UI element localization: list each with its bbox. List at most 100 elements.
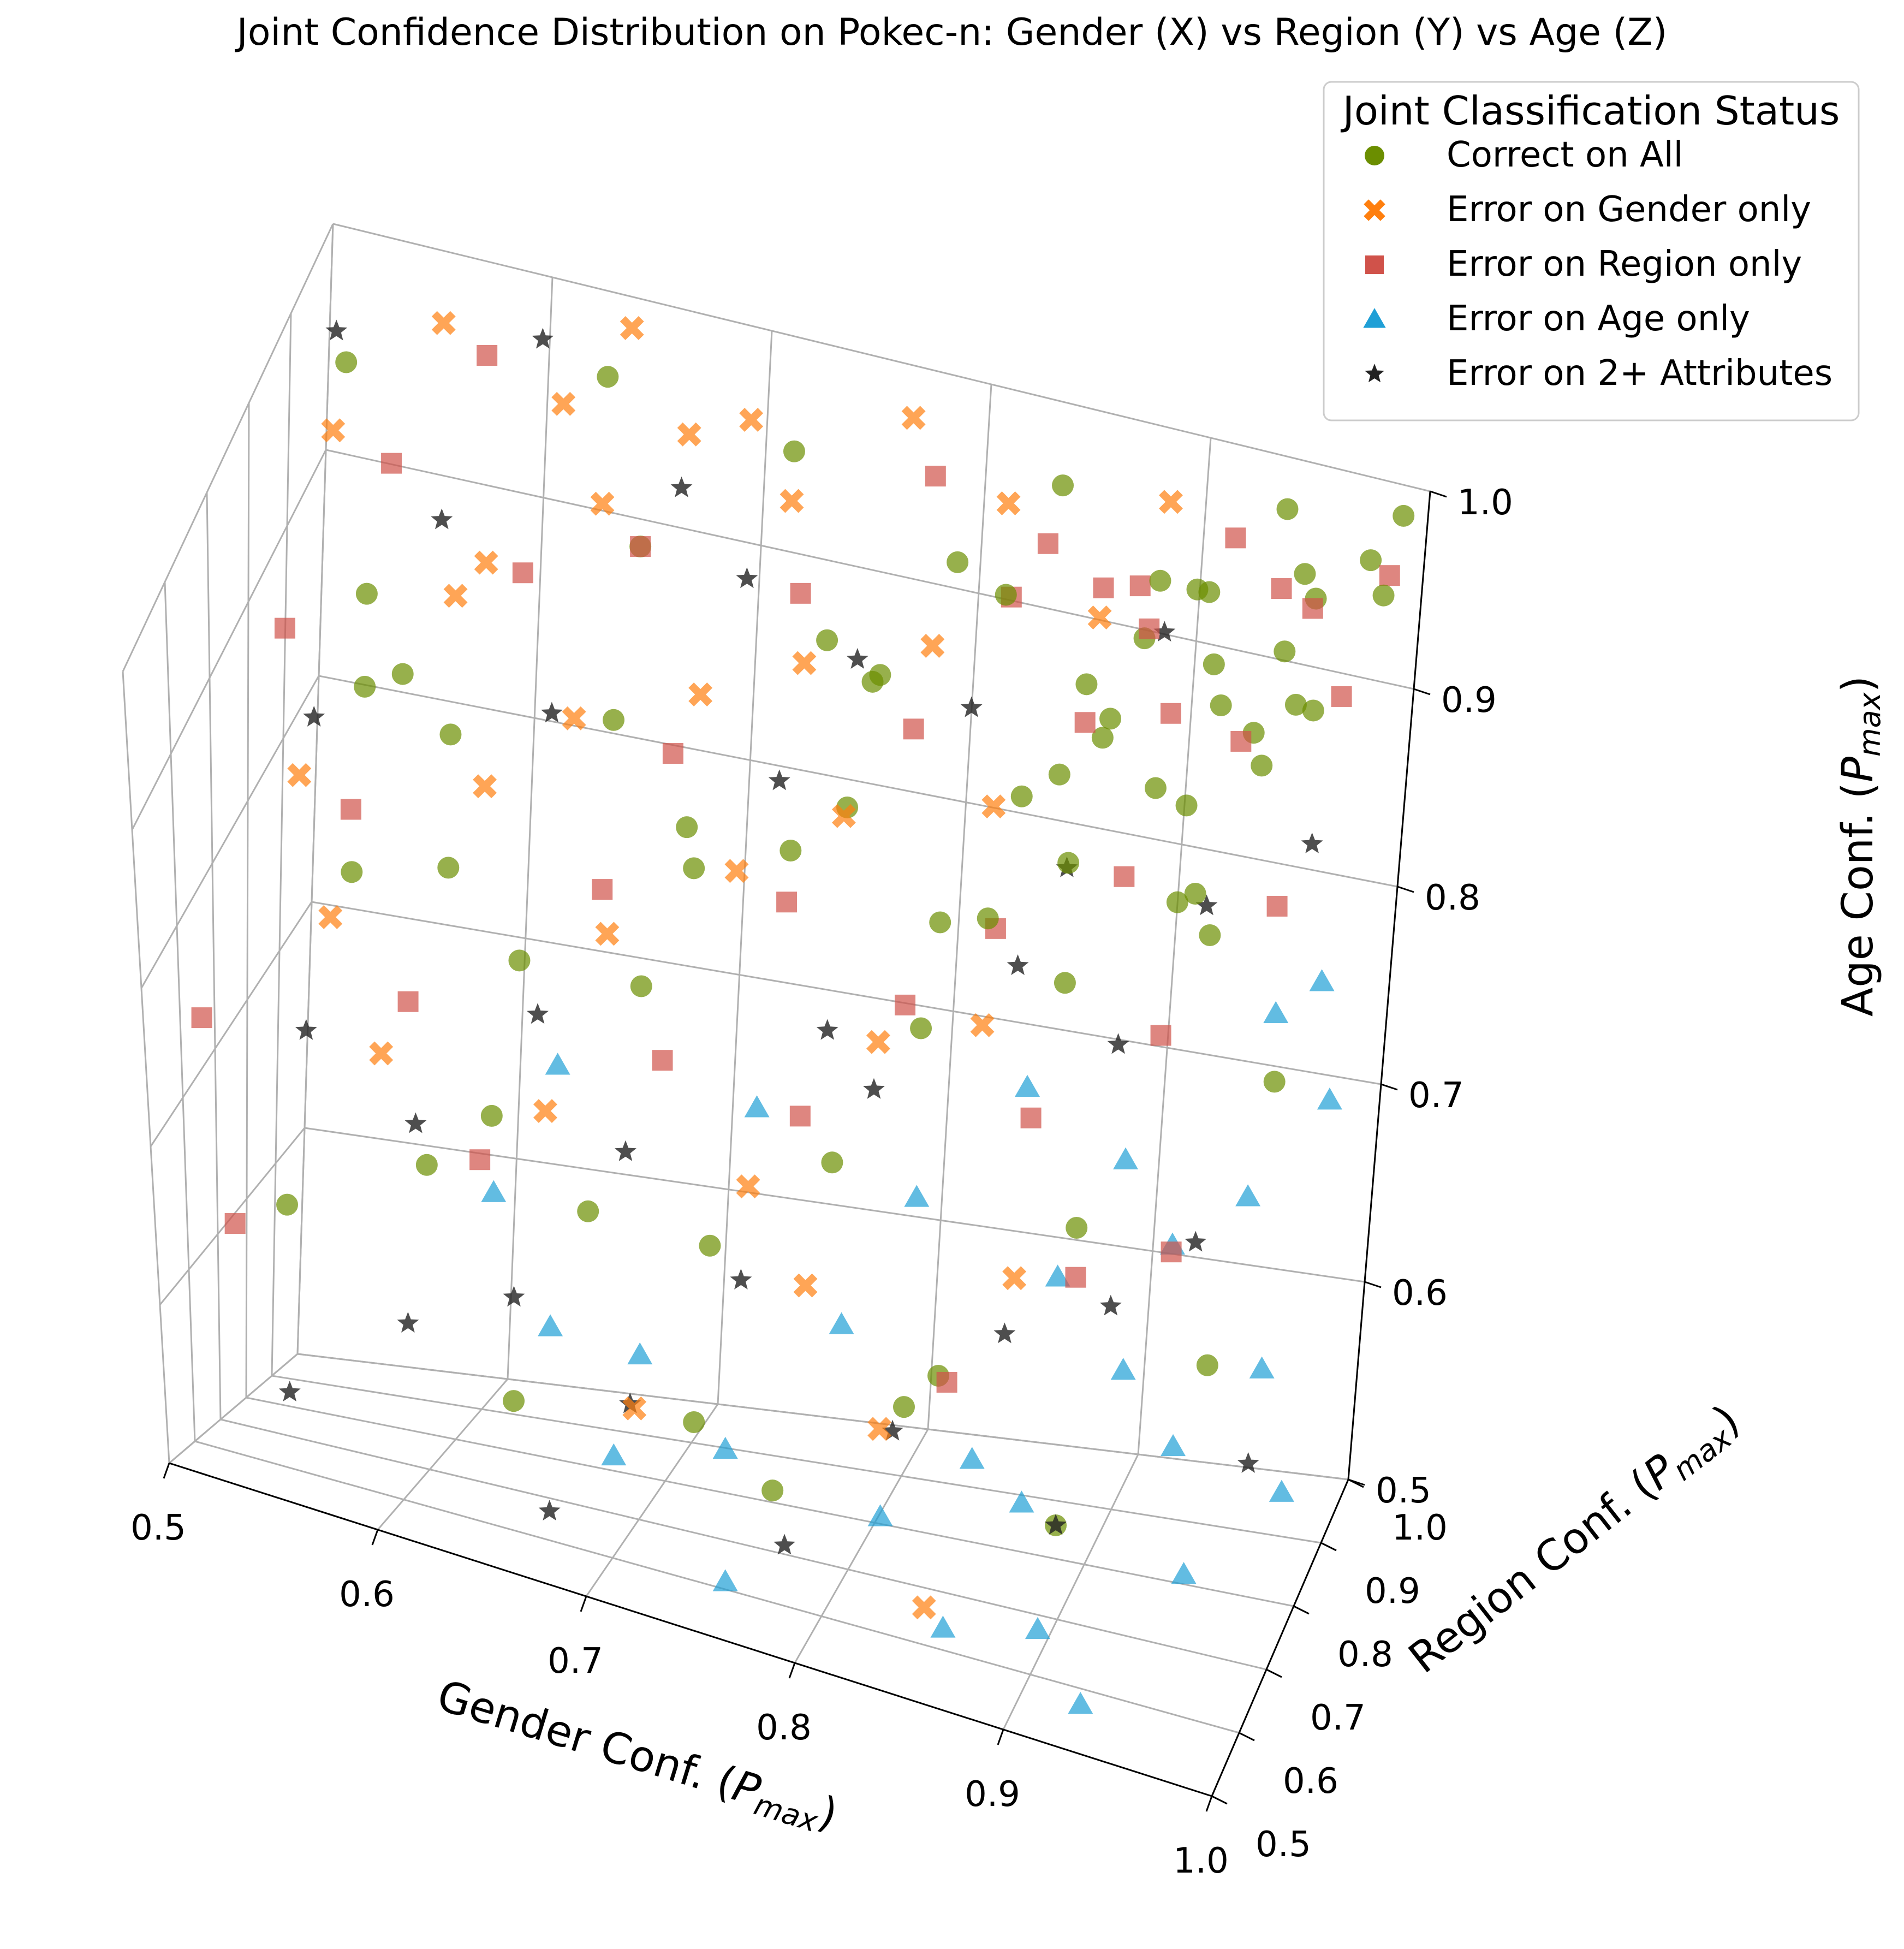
z-tick-mark <box>1364 1281 1382 1288</box>
point-correct-on-all <box>1294 563 1316 585</box>
point-correct-on-all <box>355 583 378 605</box>
x-tick-label: 0.7 <box>548 1641 603 1681</box>
point-error-on-region-only <box>1020 1107 1042 1128</box>
point-correct-on-all <box>947 551 969 573</box>
point-error-on-gender-only <box>622 1396 647 1421</box>
point-correct-on-all <box>1175 794 1198 817</box>
point-error-on-region-only <box>1150 1025 1171 1046</box>
point-error-on-region-only <box>1230 730 1252 752</box>
point-error-on-age-only <box>1309 969 1335 991</box>
point-correct-on-all <box>1149 569 1171 592</box>
point-error-on-2-attributes <box>1153 621 1176 642</box>
point-error-on-gender-only <box>780 489 804 513</box>
z-axis-label: Age Conf. (Pmax) <box>1834 676 1887 1017</box>
point-correct-on-all <box>1302 699 1324 722</box>
point-correct-on-all <box>276 1193 299 1216</box>
point-error-on-gender-only <box>1159 490 1183 514</box>
point-error-on-gender-only <box>677 422 701 447</box>
point-correct-on-all <box>1184 882 1206 905</box>
grid-line-left-y <box>245 402 250 1398</box>
grid-line-left-z <box>131 449 327 830</box>
grid-line-floor-y <box>246 1397 1294 1607</box>
point-correct-on-all <box>354 675 376 698</box>
point-error-on-2-attributes <box>1195 894 1218 916</box>
point-correct-on-all <box>1198 581 1221 603</box>
point-error-on-region-only <box>776 892 798 913</box>
point-error-on-age-only <box>1235 1184 1261 1207</box>
axes: 0.50.60.70.80.91.0 0.50.60.70.80.91.00.50… <box>130 483 1513 1881</box>
grid-line-back-x <box>927 384 992 1430</box>
point-error-on-region-only <box>1302 598 1323 619</box>
point-error-on-age-only <box>538 1314 563 1336</box>
point-correct-on-all <box>1144 777 1167 799</box>
legend-marker <box>1363 308 1386 328</box>
point-error-on-age-only <box>712 1569 738 1591</box>
y-tick-mark <box>1211 1795 1228 1805</box>
point-error-on-age-only <box>744 1095 770 1118</box>
point-correct-on-all <box>1263 1071 1286 1093</box>
point-error-on-region-only <box>1379 565 1400 586</box>
point-correct-on-all <box>577 1200 599 1222</box>
point-correct-on-all <box>1274 640 1296 663</box>
point-correct-on-all <box>783 440 805 462</box>
z-tick-label: 0.6 <box>1392 1273 1448 1314</box>
point-error-on-2-attributes <box>882 1419 904 1441</box>
z-axis-label-base: Conf. ( <box>1834 782 1883 920</box>
grid-line-left-y <box>296 223 334 1354</box>
point-correct-on-all <box>1199 924 1221 947</box>
x-tick-mark <box>580 1596 587 1612</box>
point-correct-on-all <box>439 723 462 746</box>
point-correct-on-all <box>1284 693 1307 716</box>
legend-items: Correct on All Error on Gender only Error … <box>1363 135 1832 394</box>
point-error-on-region-only <box>274 617 295 639</box>
point-error-on-gender-only <box>369 1041 394 1066</box>
point-error-on-2-attributes <box>278 1381 301 1402</box>
grid-line-back-z <box>325 449 1414 690</box>
point-error-on-gender-only <box>562 706 586 730</box>
y-axis-line <box>1211 1479 1349 1797</box>
point-error-on-region-only <box>1225 527 1246 549</box>
legend-marker <box>1364 199 1385 221</box>
point-error-on-age-only <box>959 1447 985 1469</box>
point-error-on-age-only <box>712 1436 738 1459</box>
point-error-on-age-only <box>1045 1264 1070 1287</box>
y-tick-mark <box>1293 1605 1310 1615</box>
point-correct-on-all <box>602 709 624 731</box>
point-error-on-age-only <box>829 1312 854 1334</box>
data-points <box>191 311 1415 1714</box>
point-error-on-region-only <box>895 994 916 1015</box>
point-error-on-region-only <box>512 562 533 584</box>
point-error-on-2-attributes <box>325 319 348 341</box>
legend-label: Correct on All <box>1447 135 1683 175</box>
point-error-on-age-only <box>1263 1001 1289 1023</box>
grid-line-floor-x <box>377 1378 509 1530</box>
point-correct-on-all <box>1075 673 1098 696</box>
point-error-on-region-only <box>224 1213 246 1234</box>
point-error-on-region-only <box>789 1106 811 1127</box>
point-error-on-2-attributes <box>768 769 790 791</box>
point-error-on-2-attributes <box>862 1078 885 1099</box>
point-error-on-gender-only <box>867 1417 892 1441</box>
point-error-on-region-only <box>477 344 498 366</box>
point-correct-on-all <box>1251 754 1273 777</box>
point-correct-on-all <box>929 911 951 934</box>
point-error-on-region-only <box>630 536 651 557</box>
point-error-on-gender-only <box>996 491 1021 515</box>
point-correct-on-all <box>1052 474 1074 497</box>
point-error-on-region-only <box>592 879 613 900</box>
point-error-on-region-only <box>191 1007 212 1029</box>
point-error-on-gender-only <box>688 682 713 706</box>
legend-label: Error on Age only <box>1447 299 1750 339</box>
grid-line-back-z <box>304 1127 1365 1283</box>
point-error-on-gender-only <box>431 311 456 335</box>
point-error-on-gender-only <box>321 418 346 443</box>
point-error-on-region-only <box>1331 686 1352 707</box>
point-error-on-gender-only <box>620 316 644 340</box>
point-error-on-2-attributes <box>1045 1513 1067 1535</box>
point-error-on-gender-only <box>793 1273 818 1298</box>
chart-title: Joint Confidence Distribution on Pokec-n… <box>235 11 1667 54</box>
point-correct-on-all <box>893 1396 915 1418</box>
legend-marker <box>1365 364 1384 383</box>
z-tick-mark <box>1348 1478 1365 1486</box>
point-error-on-2-attributes <box>1301 832 1323 853</box>
